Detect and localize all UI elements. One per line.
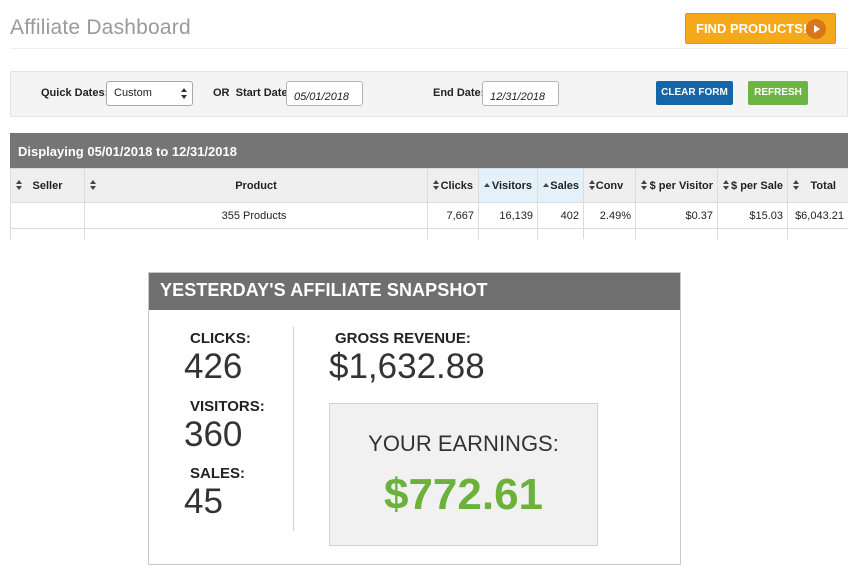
- col-sales[interactable]: Sales: [537, 168, 584, 203]
- earnings-label: YOUR EARNINGS:: [368, 431, 559, 456]
- sort-arrows-icon: [16, 180, 22, 192]
- col-total[interactable]: Total: [787, 168, 848, 203]
- quick-dates-value: Custom: [114, 87, 152, 99]
- quick-dates-label: Quick Dates:: [41, 87, 109, 99]
- col-seller[interactable]: Seller: [10, 168, 85, 203]
- play-circle-icon: [806, 19, 826, 39]
- col-product[interactable]: Product: [84, 168, 428, 203]
- earnings-value: $772.61: [383, 470, 544, 519]
- clicks-value: 426: [184, 347, 243, 386]
- sales-label: SALES:: [190, 465, 246, 482]
- visitors-label: VISITORS:: [190, 398, 265, 415]
- clear-form-button[interactable]: CLEAR FORM: [656, 81, 733, 105]
- results-table: Seller Product Clicks Visitors Sales Con…: [10, 168, 848, 239]
- col-conv[interactable]: Conv: [583, 168, 636, 203]
- cell-seller: [10, 202, 85, 229]
- cell-per-sale: $15.03: [717, 202, 788, 229]
- date-range-caption: Displaying 05/01/2018 to 12/31/2018: [10, 133, 848, 168]
- end-date-label: End Date:: [433, 87, 485, 99]
- col-per-sale[interactable]: $ per Sale: [717, 168, 788, 203]
- visitors-value: 360: [184, 415, 243, 454]
- find-products-label: FIND PRODUCTS!: [696, 21, 808, 36]
- sales-value: 45: [184, 482, 223, 521]
- sort-arrows-icon: [641, 180, 647, 192]
- affiliate-snapshot-panel: YESTERDAY'S AFFILIATE SNAPSHOT CLICKS: 4…: [148, 272, 681, 565]
- stats-divider: [293, 327, 294, 531]
- clicks-label: CLICKS:: [190, 330, 251, 347]
- table-row: 355 Products 7,667 16,139 402 2.49% $0.3…: [10, 202, 848, 229]
- gross-revenue-value: $1,632.88: [329, 347, 485, 386]
- table-row: [10, 228, 848, 239]
- cell-clicks: 7,667: [427, 202, 479, 229]
- start-date-label: OR Start Date:: [213, 87, 292, 99]
- quick-dates-select[interactable]: Custom: [106, 81, 193, 106]
- cell-sales: 402: [537, 202, 584, 229]
- col-visitors[interactable]: Visitors: [478, 168, 538, 203]
- refresh-button[interactable]: REFRESH: [748, 81, 808, 105]
- select-arrows-icon: [181, 88, 187, 100]
- gross-revenue-label: GROSS REVENUE:: [335, 330, 471, 347]
- sort-arrows-icon: [589, 180, 595, 192]
- earnings-box: YOUR EARNINGS: $772.61: [329, 403, 598, 546]
- end-date-input[interactable]: [482, 81, 559, 106]
- find-products-button[interactable]: FIND PRODUCTS!: [685, 13, 836, 44]
- cell-per-visitor: $0.37: [635, 202, 718, 229]
- cell-product: 355 Products: [84, 202, 428, 229]
- sort-arrows-icon: [793, 180, 799, 192]
- sort-arrows-icon: [723, 180, 729, 192]
- title-divider: [10, 48, 848, 49]
- cell-conv: 2.49%: [583, 202, 636, 229]
- cell-visitors: 16,139: [478, 202, 538, 229]
- sort-up-icon: [543, 180, 549, 192]
- sort-up-icon: [484, 180, 490, 192]
- results-table-panel: Displaying 05/01/2018 to 12/31/2018 Sell…: [10, 133, 848, 239]
- snapshot-title: YESTERDAY'S AFFILIATE SNAPSHOT: [149, 273, 680, 310]
- cell-total: $6,043.21: [787, 202, 848, 229]
- col-clicks[interactable]: Clicks: [427, 168, 479, 203]
- date-filter-bar: Quick Dates: Custom OR Start Date: End D…: [10, 71, 848, 117]
- page-title: Affiliate Dashboard: [10, 16, 191, 39]
- sort-arrows-icon: [433, 180, 439, 192]
- sort-arrows-icon: [90, 180, 96, 192]
- start-date-input[interactable]: [286, 81, 363, 106]
- col-per-visitor[interactable]: $ per Visitor: [635, 168, 718, 203]
